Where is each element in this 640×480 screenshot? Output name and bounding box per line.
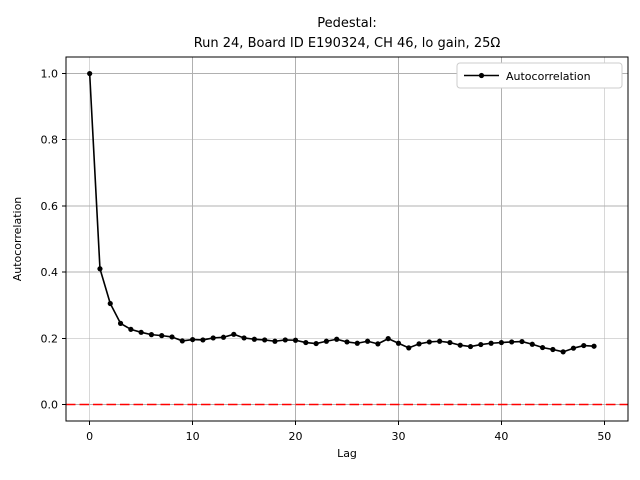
data-point (591, 343, 597, 349)
data-point (272, 338, 278, 344)
x-tick-label: 20 (289, 430, 303, 443)
data-point (498, 339, 504, 346)
data-point (539, 344, 546, 351)
data-point (406, 345, 412, 351)
data-point (169, 334, 175, 340)
y-axis-label: Autocorrelation (11, 197, 24, 282)
data-point (467, 343, 474, 350)
data-point (159, 333, 165, 339)
data-point (231, 331, 237, 337)
legend-box (456, 62, 623, 89)
data-point (344, 339, 350, 345)
data-point (447, 339, 453, 346)
data-point (128, 326, 134, 332)
data-point (138, 329, 144, 335)
data-point (97, 266, 103, 272)
data-point (529, 341, 535, 347)
data-point (560, 349, 566, 355)
data-point (190, 336, 196, 343)
data-point (478, 341, 484, 348)
data-point (375, 341, 381, 347)
x-tick-label: 40 (494, 430, 508, 443)
data-point (179, 338, 185, 344)
data-point (107, 300, 113, 307)
data-point (334, 336, 340, 342)
data-point (200, 337, 206, 343)
y-tick-label: 0.0 (41, 398, 59, 411)
data-point (210, 335, 216, 341)
legend-sample-marker (478, 72, 485, 79)
data-point (87, 70, 93, 77)
y-tick-label: 0.2 (41, 332, 59, 345)
x-tick-label: 0 (86, 430, 93, 443)
data-point (570, 345, 577, 351)
plot-background (66, 57, 628, 421)
x-tick-label: 30 (391, 430, 405, 443)
chart-title-line1: Pedestal: (317, 16, 376, 31)
y-tick-label: 1.0 (41, 68, 59, 81)
data-point (581, 342, 587, 349)
x-tick-label: 50 (597, 430, 611, 443)
data-point (437, 338, 443, 344)
data-point (416, 341, 422, 347)
y-tick-label: 0.6 (41, 200, 59, 213)
axes-spines (65, 56, 629, 422)
legend-label: Autocorrelation (506, 70, 591, 83)
y-tick-label: 0.4 (41, 266, 59, 279)
data-point (117, 320, 124, 326)
y-tick-label: 0.8 (41, 134, 59, 147)
data-point (262, 337, 268, 343)
data-point (395, 340, 402, 346)
data-point (251, 336, 257, 342)
x-axis-label: Lag (337, 447, 357, 460)
data-point (519, 338, 525, 345)
data-point (457, 342, 463, 348)
data-point (313, 340, 319, 347)
data-point (509, 339, 515, 345)
data-point (241, 335, 247, 341)
data-point (550, 346, 556, 353)
x-tick-label: 10 (186, 430, 200, 443)
data-point (488, 340, 494, 346)
data-point (303, 339, 309, 346)
data-point (385, 336, 391, 342)
data-point (426, 339, 432, 345)
data-point (323, 338, 330, 344)
chart-title-line2: Run 24, Board ID E190324, CH 46, lo gain… (194, 36, 501, 51)
data-point (148, 332, 155, 338)
data-point (364, 338, 371, 344)
data-point (220, 334, 227, 340)
data-point (292, 337, 299, 343)
data-point (354, 340, 360, 346)
data-point (282, 337, 288, 343)
